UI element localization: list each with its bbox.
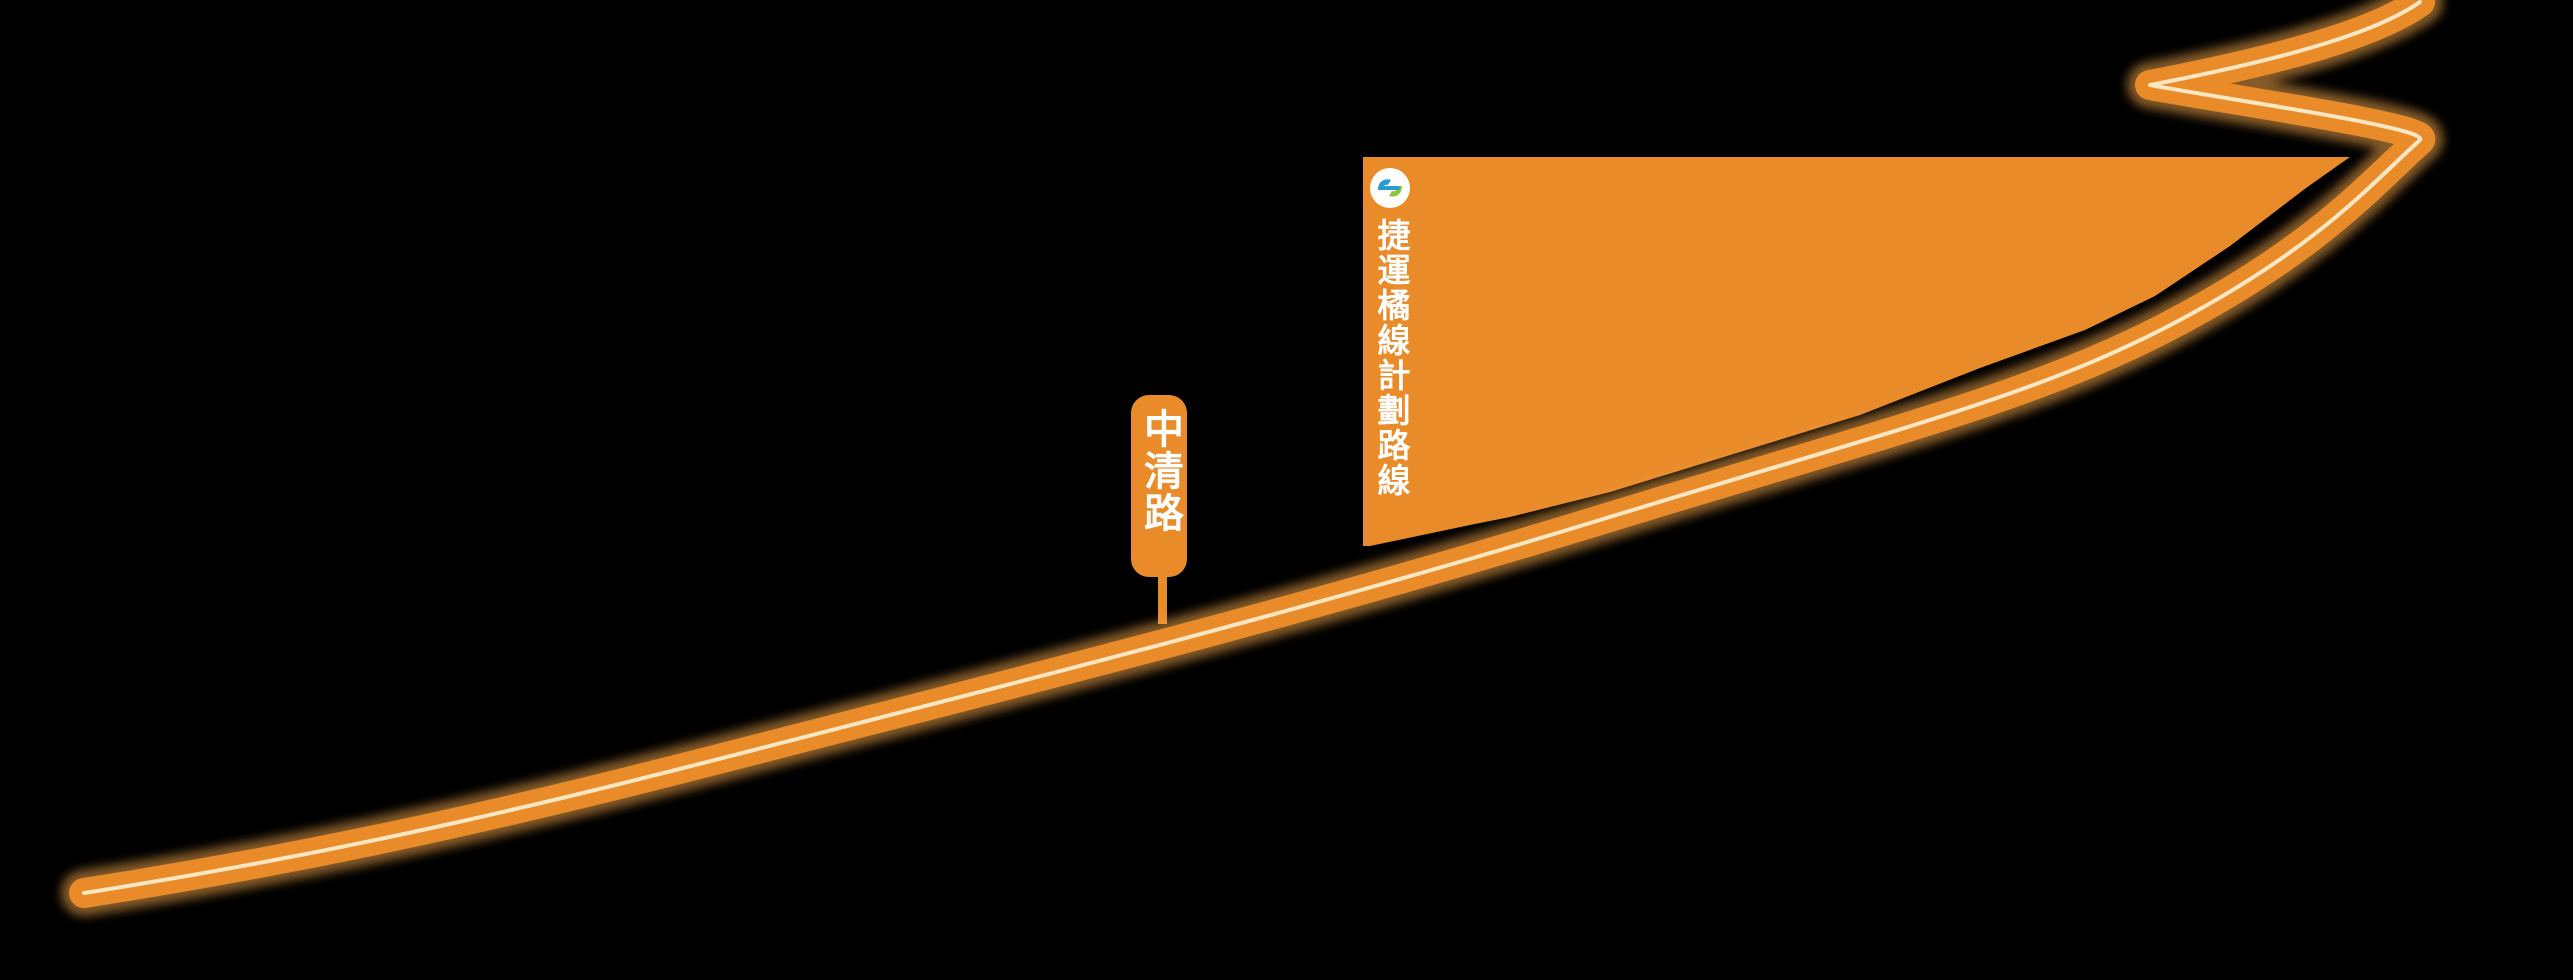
mrt-line-callout-area <box>1363 157 2350 546</box>
route-glow <box>61 0 2444 916</box>
zhongqing-road-label: 中清路 <box>1137 408 1183 534</box>
route-line <box>69 0 2436 908</box>
zhongqing-road-post <box>1158 570 1167 624</box>
taichung-metro-logo-icon <box>1370 168 1410 208</box>
mrt-orange-line-label: 捷運橘線計劃路線 <box>1372 218 1411 498</box>
zhongqing-road-tab <box>1131 395 1187 577</box>
route-centerline <box>82 0 2423 895</box>
